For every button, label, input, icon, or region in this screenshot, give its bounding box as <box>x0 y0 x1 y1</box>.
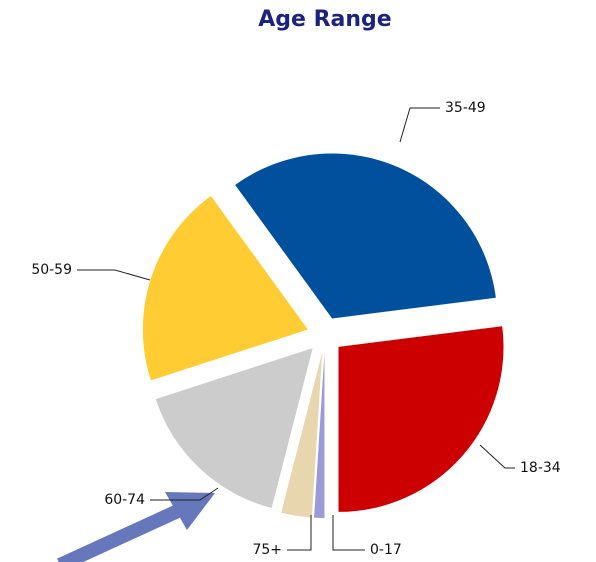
pie-slice <box>338 326 504 512</box>
leader-line <box>77 269 151 281</box>
slice-label: 60-74 <box>104 492 145 508</box>
slice-label: 50-59 <box>31 262 72 278</box>
slice-label: 35-49 <box>445 100 486 116</box>
pie-slice <box>281 352 323 518</box>
slice-label: 0-17 <box>370 542 402 558</box>
pie-slice <box>314 352 325 518</box>
leader-line <box>332 515 365 551</box>
chart-title: Age Range <box>258 7 391 32</box>
annotation-arrow <box>57 492 215 562</box>
arrow-head <box>165 492 215 530</box>
pie-slice <box>142 195 308 381</box>
pie-slice <box>235 153 496 319</box>
leader-line <box>479 444 515 469</box>
arrow-shaft <box>57 503 183 562</box>
pie-slice <box>155 348 313 508</box>
slice-label: 18-34 <box>520 460 561 476</box>
leader-line <box>287 515 312 551</box>
leader-line <box>150 487 219 501</box>
leader-line <box>399 107 440 143</box>
slice-label: 75+ <box>252 542 282 558</box>
